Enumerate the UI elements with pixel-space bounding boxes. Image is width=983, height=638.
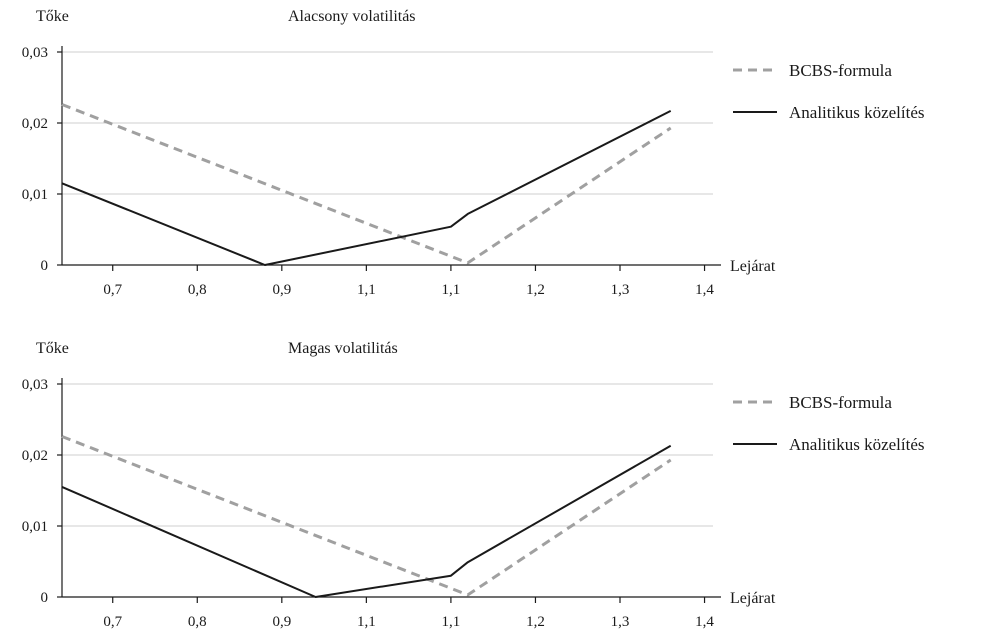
y-axis-title: Tőke <box>36 8 69 25</box>
series-line-bcbs <box>61 103 672 265</box>
x-axis-title: Lejárat <box>730 258 776 275</box>
x-tick-label: 0,9 <box>272 614 291 630</box>
x-tick-label: 1,4 <box>695 282 714 298</box>
series-line-analytic <box>61 110 672 266</box>
legend-label: Analitikus közelítés <box>789 103 925 122</box>
y-tick-label: 0,03 <box>22 377 48 393</box>
x-tick-label: 1,2 <box>526 614 545 630</box>
x-tick-label: 0,7 <box>103 282 122 298</box>
x-tick-label: 1,3 <box>611 614 630 630</box>
chart-low-volatility: 0 0,01 0,02 0,03 0,7 0,8 0,9 1,1 1,1 1,2 1,3 1,4 Tők… <box>22 8 925 298</box>
y-tick-label: 0 <box>41 258 49 274</box>
x-tick-label: 1,1 <box>357 614 376 630</box>
y-tick-label: 0,01 <box>22 519 48 535</box>
x-tick-label: 1,1 <box>442 282 461 298</box>
x-tick-label: 0,8 <box>188 614 207 630</box>
y-tick-label: 0,03 <box>22 45 48 61</box>
chart-title: Magas volatilitás <box>288 340 398 357</box>
y-tick-label: 0,01 <box>22 187 48 203</box>
legend-label: Analitikus közelítés <box>789 435 925 454</box>
series-line-analytic <box>61 444 672 598</box>
x-tick-label: 0,8 <box>188 282 207 298</box>
x-tick-label: 1,4 <box>695 614 714 630</box>
legend-label: BCBS-formula <box>789 393 892 412</box>
chart-title: Alacsony volatilitás <box>288 8 416 25</box>
x-tick-label: 1,1 <box>442 614 461 630</box>
x-tick-label: 1,1 <box>357 282 376 298</box>
chart-high-volatility: 0 0,01 0,02 0,03 0,7 0,8 0,9 1,1 1,1 1,2 1,3 1,4 Tők… <box>22 340 925 630</box>
y-axis-title: Tőke <box>36 340 69 357</box>
x-tick-label: 0,7 <box>103 614 122 630</box>
y-tick-label: 0 <box>41 590 49 606</box>
x-tick-label: 1,2 <box>526 282 545 298</box>
legend-label: BCBS-formula <box>789 61 892 80</box>
y-tick-label: 0,02 <box>22 116 48 132</box>
x-axis-title: Lejárat <box>730 590 776 607</box>
x-tick-label: 1,3 <box>611 282 630 298</box>
x-tick-label: 0,9 <box>272 282 291 298</box>
y-tick-label: 0,02 <box>22 448 48 464</box>
series-line-bcbs <box>61 435 672 597</box>
